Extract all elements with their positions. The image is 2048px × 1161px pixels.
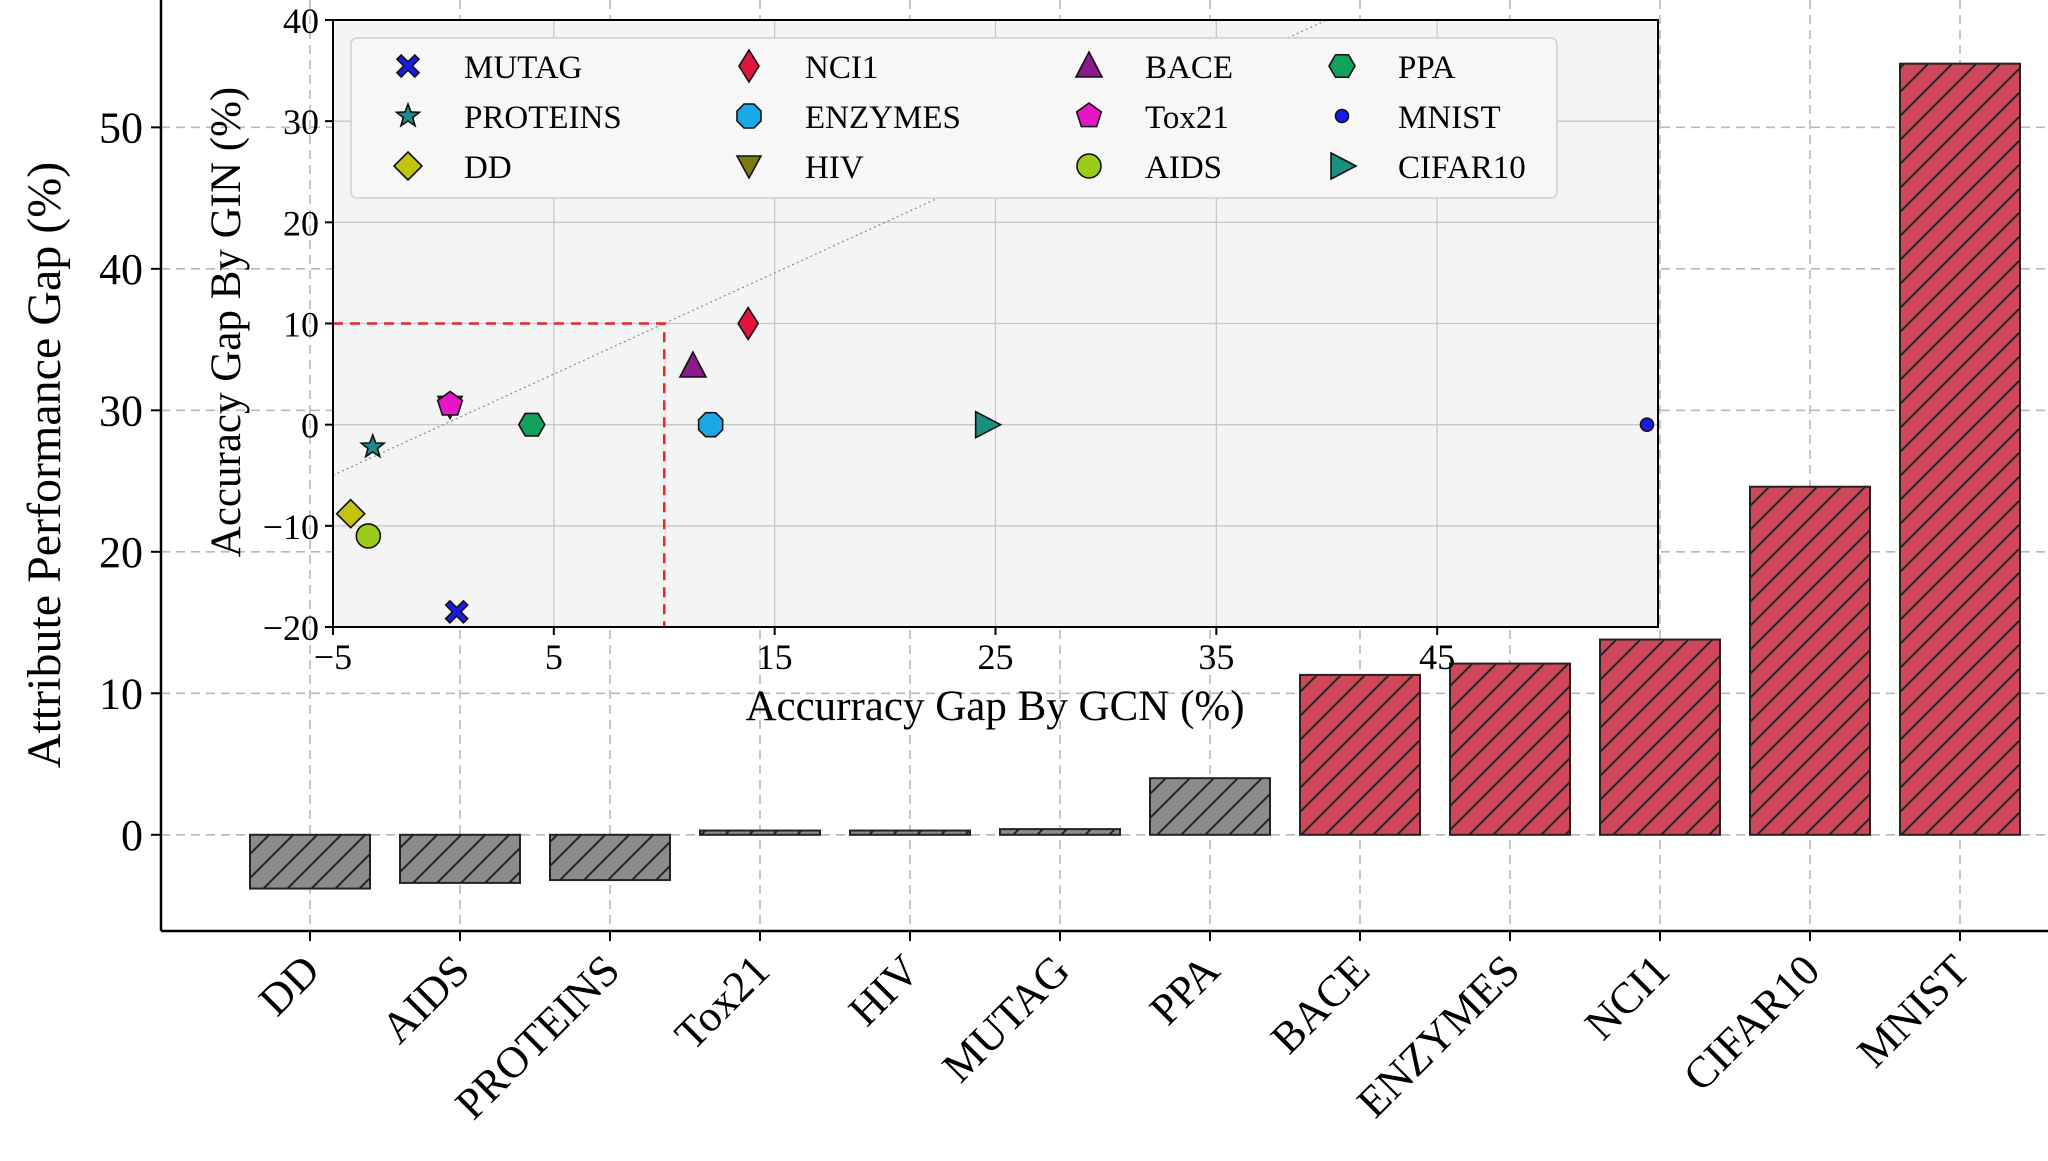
- inset-y-tick-label: 0: [301, 406, 319, 446]
- inset-y-axis-label: Accuracy Gap By GIN (%): [203, 87, 250, 557]
- bar-x-tick-label: PROTEINS: [446, 945, 629, 1128]
- bar-dd: [249, 833, 371, 890]
- bar-nci1: [1599, 638, 1721, 836]
- legend-marker-mnist: [1334, 108, 1350, 124]
- bar-hiv: [849, 829, 971, 836]
- inset-ticks: −5 5 15 25 35 45 −20 −10 0 10 20 30 40: [263, 1, 1455, 677]
- inset-x-tick-label: 45: [1419, 637, 1455, 677]
- bar-ppa: [1149, 777, 1271, 836]
- legend-label-mutag: MUTAG: [464, 50, 582, 86]
- bar-tox21: [699, 829, 821, 836]
- legend-label-bace: BACE: [1145, 50, 1233, 86]
- legend-label-nci1: NCI1: [805, 50, 878, 86]
- bar-y-tick-label: 0: [121, 811, 143, 860]
- bar-x-tick-label: ENZYMES: [1347, 945, 1529, 1127]
- bar-x-tick-label: NCI1: [1575, 945, 1679, 1049]
- bar-y-axis-label: Attribute Performance Gap (%): [18, 162, 71, 768]
- marker-ppa: [517, 412, 546, 437]
- legend-marker-aids: [1076, 153, 1102, 179]
- inset-x-tick-label: 25: [978, 637, 1014, 677]
- inset-x-axis-label: Accurracy Gap By GCN (%): [745, 683, 1244, 730]
- legend-marker-dd: [392, 150, 424, 182]
- inset-y-tick-label: −10: [263, 507, 319, 547]
- inset-y-tick-label: 20: [283, 203, 319, 243]
- legend-marker-mutag: [395, 53, 421, 79]
- marker-mutag: [444, 599, 469, 624]
- legend-marker-enzymes: [736, 103, 762, 129]
- bar-x-tick-label: MNIST: [1848, 945, 1980, 1077]
- legend-label-mnist: MNIST: [1398, 100, 1501, 136]
- inset-y-tick-label: 30: [283, 102, 319, 142]
- legend-label-proteins: PROTEINS: [464, 100, 622, 136]
- bar-y-ticks: 0 10 20 30 40 50: [99, 103, 161, 860]
- inset-x-tick-label: 5: [545, 637, 563, 677]
- bar-x-tick-label: MUTAG: [933, 945, 1079, 1091]
- legend-label-dd: DD: [464, 150, 512, 186]
- legend-box: [350, 37, 1558, 199]
- bar-y-tick-label: 30: [99, 386, 143, 435]
- legend-label-enzymes: ENZYMES: [805, 100, 961, 136]
- inset-scatter-chart: −5 5 15 25 35 45 −20 −10 0 10 20 30 40 Accurracy Gap…: [203, 1, 1659, 730]
- inset-markers: [335, 305, 1655, 624]
- bar-y-tick-label: 40: [99, 245, 143, 294]
- inset-x-tick-label: 15: [757, 637, 793, 677]
- bar-y-tick-label: 10: [99, 669, 143, 718]
- legend-marker-bace: [1074, 50, 1104, 78]
- legend-marker-proteins: [394, 101, 422, 128]
- inset-legend: MUTAG PROTEINS DD NCI1 ENZYMES HIV BACE Tox21 AI…: [350, 37, 1558, 199]
- bar-x-tick-label: PPA: [1140, 945, 1229, 1034]
- bar-bace: [1299, 673, 1421, 836]
- marker-cifar10: [974, 410, 1003, 439]
- legend-label-cifar10: CIFAR10: [1398, 150, 1526, 186]
- legend-marker-nci1: [738, 48, 760, 84]
- inset-y-tick-label: 40: [283, 1, 319, 41]
- bar-x-tick-label: DD: [249, 945, 329, 1025]
- inset-frame: [332, 19, 1659, 628]
- marker-tox21: [436, 390, 464, 416]
- bar-y-tick-label: 20: [99, 528, 143, 577]
- bar-aids: [399, 833, 521, 884]
- inset-x-tick-label: −5: [314, 637, 352, 677]
- bar-x-tick-label: CIFAR10: [1674, 945, 1829, 1100]
- inset-y-tick-label: 10: [283, 305, 319, 345]
- marker-aids: [355, 523, 382, 549]
- bar-cifar10: [1749, 485, 1871, 836]
- marker-nci1: [737, 305, 760, 342]
- bar-proteins: [549, 833, 671, 882]
- legend-label-aids: AIDS: [1145, 150, 1222, 186]
- marker-enzymes: [697, 411, 724, 438]
- legend-label-ppa: PPA: [1398, 50, 1456, 86]
- bar-x-tick-label: HIV: [839, 945, 929, 1035]
- bar-x-tick-label: Tox21: [665, 945, 779, 1059]
- legend-marker-cifar10: [1330, 151, 1358, 181]
- bar-axes: [159, 0, 2048, 933]
- legend-marker-tox21: [1075, 102, 1103, 128]
- bar-enzymes: [1449, 662, 1571, 836]
- inset-y-tick-label: −20: [263, 608, 319, 648]
- bar-x-tick-label: AIDS: [372, 945, 479, 1052]
- marker-bace: [678, 350, 708, 378]
- legend-marker-hiv: [735, 155, 763, 180]
- legend-marker-ppa: [1328, 53, 1356, 79]
- marker-dd: [335, 498, 366, 529]
- bar-mnist: [1899, 62, 2021, 836]
- bar-series: [249, 62, 2021, 890]
- marker-proteins: [359, 432, 387, 459]
- bar-x-tick-label: BACE: [1261, 945, 1379, 1063]
- legend-label-hiv: HIV: [805, 150, 864, 186]
- bar-y-tick-label: 50: [99, 103, 143, 152]
- inset-x-tick-label: 35: [1198, 637, 1234, 677]
- threshold-reference-line: [333, 322, 666, 627]
- bar-mutag: [999, 828, 1121, 836]
- legend-label-tox21: Tox21: [1145, 100, 1229, 136]
- marker-mnist: [1639, 417, 1655, 432]
